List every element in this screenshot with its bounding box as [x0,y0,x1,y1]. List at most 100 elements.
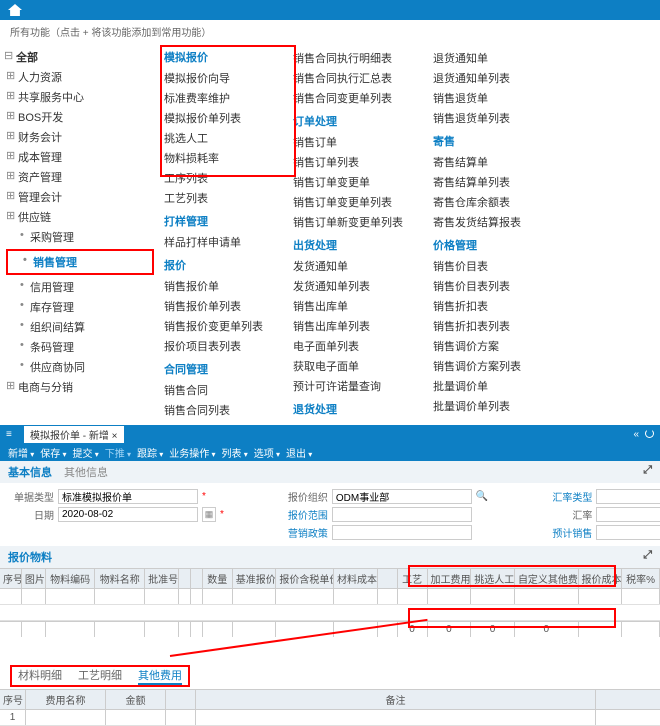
menu-link[interactable]: 销售合同列表 [164,401,263,419]
menu-link[interactable]: 模拟报价单列表 [164,109,263,127]
tb-save[interactable]: 保存 [40,445,66,460]
menu-link[interactable]: 标准费率维护 [164,89,263,107]
menu-link[interactable]: 销售出库单 [293,297,403,315]
lbl-policy: 营销政策 [284,525,328,540]
grid-row-1[interactable] [0,589,660,605]
tab-scroll-icon[interactable]: « [633,429,639,440]
menu-link[interactable]: 销售退货单 [433,89,521,107]
tb-track[interactable]: 跟踪 [137,445,163,460]
grid2-row[interactable]: 1 [0,710,660,726]
tree-ssc[interactable]: 共享服务中心 [6,87,154,107]
menu-link[interactable]: 销售合同 [164,381,263,399]
menu-link[interactable]: 销售出库单列表 [293,317,403,335]
menu-link[interactable]: 工艺列表 [164,189,263,207]
inp-range[interactable] [332,507,472,522]
group-header: 价格管理 [433,237,521,253]
top-bar [0,0,660,20]
tree-org[interactable]: 组织间结算 [6,317,154,337]
menu-link[interactable]: 寄售结算单 [433,153,521,171]
menu-link[interactable]: 批量调价单列表 [433,397,521,415]
menu-link[interactable]: 销售订单变更单 [293,173,403,191]
menu-link[interactable]: 获取电子面单 [293,357,403,375]
tree-cost[interactable]: 成本管理 [6,147,154,167]
lbl-range: 报价范围 [284,507,328,522]
menu-link[interactable]: 挑选人工 [164,129,263,147]
search-icon[interactable]: 🔍 [476,491,488,502]
menu-link[interactable]: 样品打样申请单 [164,233,263,251]
menu-link[interactable]: 销售订单变更单列表 [293,193,403,211]
inp-org[interactable] [332,489,472,504]
tb-list[interactable]: 列表 [222,445,248,460]
tree-hr[interactable]: 人力资源 [6,67,154,87]
menu-link[interactable]: 销售合同执行汇总表 [293,69,403,87]
menu-link[interactable]: 销售调价方案列表 [433,357,521,375]
menu-link[interactable]: 销售订单新变更单列表 [293,213,403,231]
tb-submit[interactable]: 提交 [73,445,99,460]
menu-link[interactable]: 销售调价方案 [433,337,521,355]
menu-link[interactable]: 退货通知单列表 [433,69,521,87]
menu-link[interactable]: 销售合同执行明细表 [293,49,403,67]
tree-fin[interactable]: 财务会计 [6,127,154,147]
menu-link[interactable]: 发货通知单 [293,257,403,275]
menu-link[interactable]: 销售报价单 [164,277,263,295]
tab-basic[interactable]: 基本信息 [8,464,52,480]
tree-credit[interactable]: 信用管理 [6,277,154,297]
menu-link[interactable]: 销售折扣表 [433,297,521,315]
menu-link[interactable]: 销售价目表 [433,257,521,275]
menu-link[interactable]: 批量调价单 [433,377,521,395]
tb-opt[interactable]: 选项 [254,445,280,460]
tree-ecom[interactable]: 电商与分销 [6,377,154,397]
grid-row-2[interactable] [0,605,660,621]
menu-link[interactable]: 发货通知单列表 [293,277,403,295]
tree-supply[interactable]: 供应链 [6,207,154,227]
inp-ratetype[interactable] [596,489,660,504]
inp-date[interactable] [58,507,198,522]
tree-stock[interactable]: 库存管理 [6,297,154,317]
maximize-icon-2[interactable]: ⤢ [643,549,652,565]
menu-link[interactable]: 模拟报价向导 [164,69,263,87]
tree-barcode[interactable]: 条码管理 [6,337,154,357]
menu-link[interactable]: 销售订单列表 [293,153,403,171]
menu-link[interactable]: 销售价目表列表 [433,277,521,295]
tb-biz[interactable]: 业务操作 [169,445,215,460]
tb-new[interactable]: 新增 [8,445,34,460]
menu-link[interactable]: 销售报价单列表 [164,297,263,315]
refresh-icon[interactable] [645,429,654,438]
tree-root[interactable]: 全部 [6,47,154,67]
tab-mat[interactable]: 材料明细 [18,667,62,685]
inp-rate[interactable] [596,507,660,522]
tb-push[interactable]: 下推 [105,445,131,460]
menu-link[interactable]: 寄售结算单列表 [433,173,521,191]
menu-link[interactable]: 寄售发货结算报表 [433,213,521,231]
maximize-icon[interactable]: ⤢ [643,464,652,480]
menu-link[interactable]: 销售合同变更单列表 [293,89,403,107]
tb-exit[interactable]: 退出 [286,445,312,460]
menu-link[interactable]: 销售报价变更单列表 [164,317,263,335]
group-header: 出货处理 [293,237,403,253]
tree-purchase[interactable]: 采购管理 [6,227,154,247]
inp-doctype[interactable] [58,489,198,504]
active-tab[interactable]: 模拟报价单 - 新增 × [24,426,124,443]
tree-asset[interactable]: 资产管理 [6,167,154,187]
menu-link[interactable]: 预计可许诺量查询 [293,377,403,395]
menu-link[interactable]: 销售退货单列表 [433,109,521,127]
tree-vendor[interactable]: 供应商协同 [6,357,154,377]
tab-fee[interactable]: 其他费用 [138,667,182,685]
tab-other[interactable]: 其他信息 [64,464,108,480]
menu-link[interactable]: 工序列表 [164,169,263,187]
menu-link[interactable]: 退货通知单 [433,49,521,67]
inp-policy[interactable] [332,525,472,540]
menu-link[interactable]: 电子面单列表 [293,337,403,355]
menu-link[interactable]: 寄售仓库余额表 [433,193,521,211]
menu-link[interactable]: 报价项目表列表 [164,337,263,355]
tree-bos[interactable]: BOS开发 [6,107,154,127]
menu-link[interactable]: 物料损耗率 [164,149,263,167]
tree-sales[interactable]: 销售管理 [9,252,151,272]
inp-expect[interactable] [596,525,660,540]
home-icon[interactable] [8,4,22,16]
tab-proc[interactable]: 工艺明细 [78,667,122,685]
calendar-icon[interactable]: ▦ [202,507,216,522]
tree-macc[interactable]: 管理会计 [6,187,154,207]
menu-link[interactable]: 销售折扣表列表 [433,317,521,335]
menu-link[interactable]: 销售订单 [293,133,403,151]
